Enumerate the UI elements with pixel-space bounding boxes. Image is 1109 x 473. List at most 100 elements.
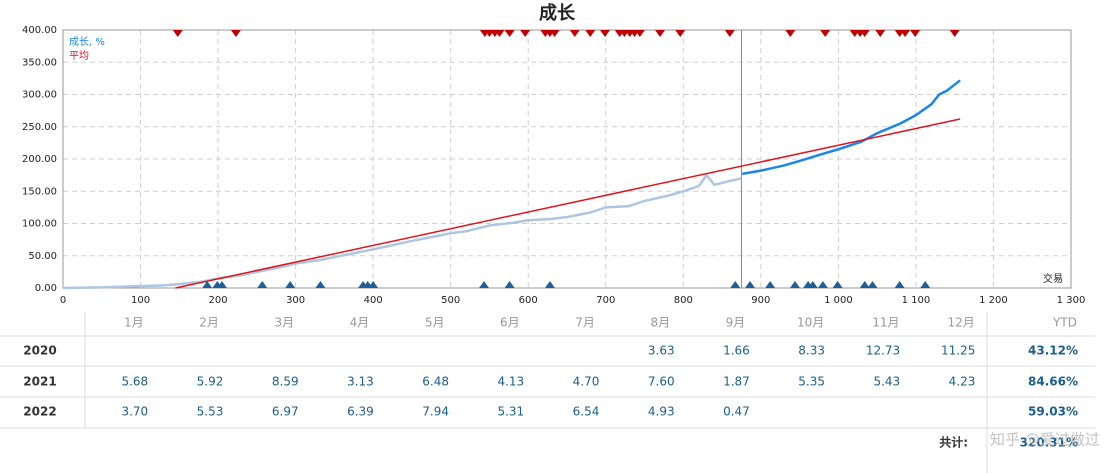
sell-marker [900, 30, 911, 37]
month-value: 3.13 [347, 375, 374, 389]
month-value: 7.94 [422, 405, 449, 419]
ytd-value: 84.66% [1028, 375, 1078, 389]
month-value: 1.66 [723, 344, 750, 358]
y-tick-label: 0.00 [35, 283, 57, 294]
total-label: 共计: [939, 435, 968, 450]
series-line [62, 173, 742, 290]
buy-marker [867, 281, 878, 288]
month-value: 4.23 [949, 375, 976, 389]
x-tick-label: 600 [519, 295, 538, 306]
buy-marker [504, 281, 515, 288]
buy-marker [920, 281, 931, 288]
month-value: 6.54 [573, 405, 600, 419]
month-value: 5.68 [121, 375, 148, 389]
series-line [742, 79, 961, 176]
sell-marker [504, 30, 515, 37]
month-value: 4.70 [573, 375, 600, 389]
x-tick-label: 300 [286, 295, 305, 306]
buy-marker [832, 281, 843, 288]
column-header: 2月 [199, 316, 219, 330]
buy-marker [315, 281, 326, 288]
y-tick-label: 400.00 [22, 25, 57, 36]
row-year: 2022 [23, 405, 56, 419]
month-value: 4.93 [648, 405, 675, 419]
month-value: 12.73 [866, 344, 900, 358]
sell-marker [724, 30, 735, 37]
buy-marker [789, 281, 800, 288]
column-header: 3月 [274, 316, 294, 330]
x-tick-label: 1 300 [1057, 295, 1086, 306]
sell-marker [634, 30, 645, 37]
x-tick-label: 800 [674, 295, 693, 306]
x-tick-label: 500 [441, 295, 460, 306]
x-tick-label: 900 [751, 295, 770, 306]
column-header: 10月 [797, 316, 824, 330]
buy-marker [544, 281, 555, 288]
sell-marker [549, 30, 560, 37]
sell-marker [820, 30, 831, 37]
ytd-value: 43.12% [1028, 344, 1078, 358]
total-value: 320.31% [1020, 436, 1078, 450]
month-value: 7.60 [648, 375, 675, 389]
sell-marker [172, 30, 183, 37]
watermark: 知乎 @爱过做过 [990, 431, 1100, 449]
buy-marker [257, 281, 268, 288]
y-tick-label: 200.00 [22, 154, 57, 165]
column-header: YTD [1052, 316, 1077, 330]
sell-marker [494, 30, 505, 37]
x-tick-label: 1 000 [824, 295, 853, 306]
buy-marker [894, 281, 905, 288]
x-tick-label: 0 [60, 295, 66, 306]
x-tick-label: 400 [364, 295, 383, 306]
row-year: 2021 [23, 375, 56, 389]
x-tick-label: 100 [131, 295, 150, 306]
column-header: 12月 [947, 316, 974, 330]
series-line [175, 118, 961, 289]
ytd-value: 59.03% [1028, 405, 1078, 419]
month-value: 5.92 [197, 375, 224, 389]
month-value: 5.31 [497, 405, 524, 419]
buy-marker [744, 281, 755, 288]
sell-marker [859, 30, 870, 37]
column-header: 6月 [500, 316, 520, 330]
month-value: 8.33 [798, 344, 825, 358]
legend-entry: 平均 [69, 50, 89, 62]
sell-marker [910, 30, 921, 37]
row-year: 2020 [23, 344, 56, 358]
column-header: 7月 [575, 316, 595, 330]
buy-marker [859, 281, 870, 288]
month-value: 11.25 [941, 344, 975, 358]
month-value: 3.70 [121, 405, 148, 419]
sell-marker [675, 30, 686, 37]
month-value: 6.97 [272, 405, 299, 419]
month-value: 8.59 [272, 375, 299, 389]
buy-marker [368, 281, 379, 288]
buy-marker [730, 281, 741, 288]
sell-marker [569, 30, 580, 37]
month-value: 4.13 [497, 375, 524, 389]
y-tick-label: 250.00 [22, 122, 57, 133]
legend-entry: 成长, % [69, 36, 105, 48]
plot-frame [62, 29, 1072, 289]
month-value: 3.63 [648, 344, 675, 358]
y-tick-label: 100.00 [22, 219, 57, 230]
chart-title: 成长 [539, 2, 576, 24]
month-value: 0.47 [723, 405, 750, 419]
y-tick-label: 50.00 [28, 251, 57, 262]
sell-marker [520, 30, 531, 37]
x-tick-label: 1 200 [979, 295, 1008, 306]
buy-marker [216, 281, 227, 288]
column-header: 1月 [124, 316, 144, 330]
sell-marker [655, 30, 666, 37]
month-value: 6.39 [347, 405, 374, 419]
month-value: 6.48 [422, 375, 449, 389]
sell-marker [785, 30, 796, 37]
sell-marker [949, 30, 960, 37]
x-axis-label: 交易 [1043, 272, 1063, 285]
column-header: 4月 [350, 316, 370, 330]
buy-marker [807, 281, 818, 288]
sell-marker [875, 30, 886, 37]
buy-marker [817, 281, 828, 288]
sell-marker [599, 30, 610, 37]
